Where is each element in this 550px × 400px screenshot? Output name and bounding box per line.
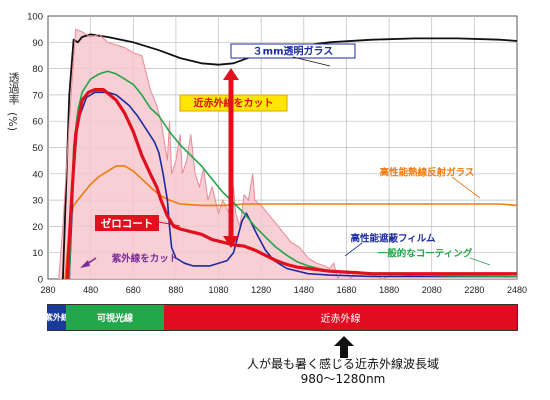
band-uv: 紫外線: [45, 305, 69, 330]
arrow-up-icon: [334, 336, 354, 358]
note-line-2: 980〜1280nm: [300, 372, 386, 386]
film-label: 高性能遮蔽フィルム: [350, 232, 436, 244]
uv-label: 紫外線をカット: [112, 252, 179, 264]
x-tick-label: 1680: [336, 285, 356, 295]
y-tick-label: 60: [32, 117, 43, 128]
y-tick-label: 70: [32, 90, 43, 101]
y-tick-label: 50: [32, 143, 43, 154]
x-tick-label: 280: [40, 285, 55, 295]
y-axis-unit: (%): [6, 112, 19, 132]
zero-label-box: [95, 215, 159, 231]
cut-arrow-head-down: [223, 236, 239, 248]
x-tick-label: 2480: [507, 285, 527, 295]
y-tick-label: 20: [32, 222, 43, 233]
y-axis-label: 透過率 (%): [6, 72, 20, 131]
y-tick-label: 90: [32, 38, 43, 49]
y-tick-label: 10: [32, 248, 43, 259]
x-tick-label: 2080: [422, 285, 442, 295]
series-line: [65, 87, 517, 280]
band-visible: 可視光線: [66, 305, 164, 330]
zero-coat-area: [58, 29, 517, 280]
y-tick-label: 80: [32, 64, 43, 75]
x-tick-label: 1080: [209, 285, 229, 295]
uv-arrow-head: [80, 260, 90, 268]
reflect-leader: [451, 176, 481, 199]
coat-leader: [469, 257, 491, 266]
x-tick-label: 880: [168, 285, 183, 295]
x-tick-label: 480: [83, 285, 98, 295]
x-tick-label: 680: [126, 285, 141, 295]
y-tick-label: 0: [38, 275, 43, 286]
x-tick-label: 1480: [294, 285, 314, 295]
zero-label: ゼロコート: [101, 217, 154, 230]
series-line: [68, 91, 517, 280]
film-leader: [344, 242, 363, 257]
zero-leader: [158, 221, 181, 227]
axis-ticks: 0 10 20 30 40 50 60 70 80 90 100 280 480 680 880 1080 12…: [27, 12, 527, 296]
series-area: [58, 29, 517, 280]
cut-arrow-head-up: [223, 68, 239, 80]
reflect-label: 高性能熱線反射ガラス: [380, 166, 475, 178]
note-line-1: 人が最も暑く感じる近赤外線波長域: [246, 357, 439, 371]
glass-label: ３mm透明ガラス: [253, 45, 334, 58]
coat-label: 一般的なコーティング: [378, 247, 473, 259]
x-tick-label: 2280: [464, 285, 484, 295]
y-tick-label: 100: [27, 12, 43, 23]
x-tick-label: 1880: [379, 285, 399, 295]
y-axis-title: 透過率: [7, 72, 20, 105]
series-line: [62, 33, 518, 280]
y-tick-label: 40: [32, 169, 43, 180]
annotations: ３mm透明ガラス近赤外線をカットゼロコート高性能熱線反射ガラス高性能遮蔽フィルム…: [80, 43, 491, 268]
glass-leader: [292, 56, 331, 67]
band-near-infrared: 近赤外線: [164, 305, 517, 330]
note: 人が最も暑く感じる近赤外線波長域 980〜1280nm: [220, 357, 466, 387]
y-tick-label: 30: [32, 196, 43, 207]
series-lines: [58, 28, 518, 281]
wavelength-bands-frame: [47, 304, 518, 331]
x-tick-label: 1280: [251, 285, 271, 295]
glass-label-box: [230, 43, 356, 59]
